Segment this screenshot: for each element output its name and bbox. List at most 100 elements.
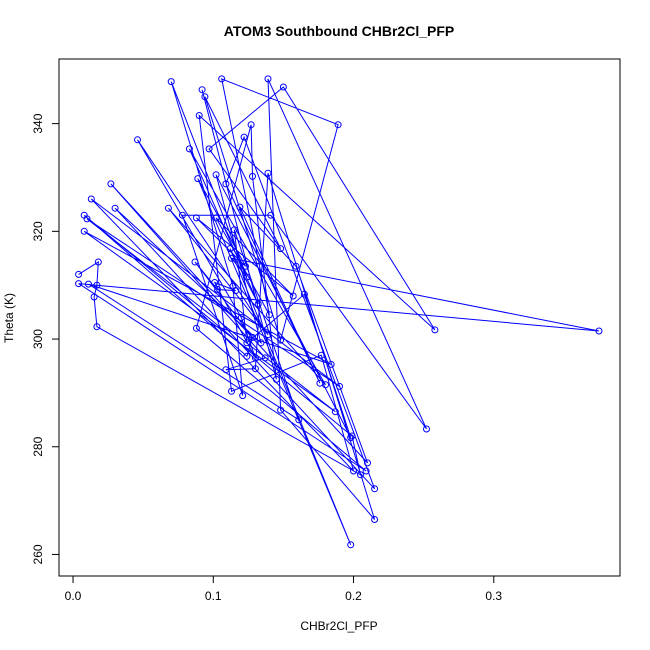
data-point xyxy=(292,262,300,270)
data-point xyxy=(195,112,203,119)
data-point xyxy=(212,214,220,222)
data-point xyxy=(243,273,251,281)
data-point xyxy=(357,471,364,479)
data-point xyxy=(264,169,272,177)
data-point xyxy=(423,425,430,433)
data-point xyxy=(226,245,234,253)
data-point xyxy=(80,227,88,235)
series-line xyxy=(78,78,600,545)
data-point xyxy=(205,145,213,153)
chart-title: ATOM3 Southbound CHBr2Cl_PFP xyxy=(224,23,454,39)
data-point xyxy=(595,327,603,335)
data-point xyxy=(192,324,200,332)
data-point xyxy=(167,78,175,86)
x-tick-label: 0.1 xyxy=(205,589,222,603)
data-point xyxy=(362,467,370,475)
data-point xyxy=(230,226,238,234)
y-tick-label: 260 xyxy=(31,544,45,564)
data-point xyxy=(222,180,230,188)
data-point xyxy=(191,258,199,266)
data-point xyxy=(277,336,285,344)
data-point xyxy=(214,286,221,293)
x-axis: 0.0 0.1 0.2 0.3 xyxy=(65,575,502,603)
data-point xyxy=(261,354,269,362)
data-point xyxy=(371,485,379,493)
x-tick-label: 0.0 xyxy=(65,589,82,603)
data-point xyxy=(279,83,287,91)
y-axis: 260 280 300 320 340 xyxy=(31,113,60,564)
data-point xyxy=(300,290,308,298)
data-point xyxy=(431,326,439,334)
data-point xyxy=(267,211,275,219)
data-point xyxy=(90,293,98,301)
data-point xyxy=(107,180,115,188)
data-point xyxy=(83,215,91,223)
data-point xyxy=(264,331,272,339)
data-point xyxy=(211,279,219,286)
data-point xyxy=(251,365,259,373)
series-layer xyxy=(75,75,603,549)
data-point xyxy=(198,86,206,94)
data-point xyxy=(87,195,95,203)
data-point xyxy=(228,254,235,262)
data-point xyxy=(350,467,357,475)
data-point xyxy=(264,75,272,83)
data-point xyxy=(347,434,355,442)
y-tick-label: 300 xyxy=(31,329,45,349)
data-point xyxy=(331,408,339,416)
data-point xyxy=(134,136,141,144)
data-point xyxy=(212,171,220,179)
data-point xyxy=(371,516,379,523)
data-point xyxy=(178,211,186,219)
data-point xyxy=(334,121,342,129)
data-point xyxy=(289,292,297,300)
data-point xyxy=(257,339,265,347)
data-point xyxy=(243,339,251,347)
y-tick-label: 320 xyxy=(31,221,45,241)
data-point xyxy=(243,352,251,360)
data-point xyxy=(364,459,371,467)
data-point xyxy=(93,281,101,289)
data-point xyxy=(247,121,255,129)
y-tick-label: 340 xyxy=(31,113,45,133)
data-point xyxy=(316,379,324,387)
data-point xyxy=(251,354,259,362)
data-point xyxy=(249,333,256,341)
data-point xyxy=(237,314,245,321)
data-point xyxy=(75,270,83,278)
x-tick-label: 0.3 xyxy=(485,589,502,603)
data-point xyxy=(185,145,193,153)
data-point xyxy=(249,172,256,180)
data-point xyxy=(94,258,102,266)
data-point xyxy=(336,382,343,390)
data-point xyxy=(75,280,83,288)
x-axis-label: CHBr2Cl_PFP xyxy=(300,619,377,633)
data-point xyxy=(272,375,280,383)
data-point xyxy=(93,323,101,331)
x-tick-label: 0.2 xyxy=(345,589,362,603)
data-point xyxy=(164,204,172,212)
data-point xyxy=(236,203,244,211)
data-point xyxy=(239,392,247,400)
data-point xyxy=(85,280,92,288)
plot-frame xyxy=(58,58,621,577)
data-point xyxy=(192,214,200,222)
data-point xyxy=(348,432,356,440)
data-point xyxy=(242,262,249,270)
data-point xyxy=(295,416,303,424)
data-point xyxy=(222,366,230,374)
data-point xyxy=(317,351,325,359)
data-point xyxy=(194,175,202,183)
y-axis-label: Theta (K) xyxy=(2,293,16,343)
data-point xyxy=(265,311,273,319)
y-tick-label: 280 xyxy=(31,436,45,456)
data-point xyxy=(228,387,235,395)
data-point xyxy=(254,300,262,308)
data-point xyxy=(277,406,285,414)
data-point xyxy=(277,245,285,253)
data-point xyxy=(327,360,335,368)
data-point xyxy=(218,75,226,83)
data-point xyxy=(201,93,209,101)
data-point xyxy=(229,282,237,290)
